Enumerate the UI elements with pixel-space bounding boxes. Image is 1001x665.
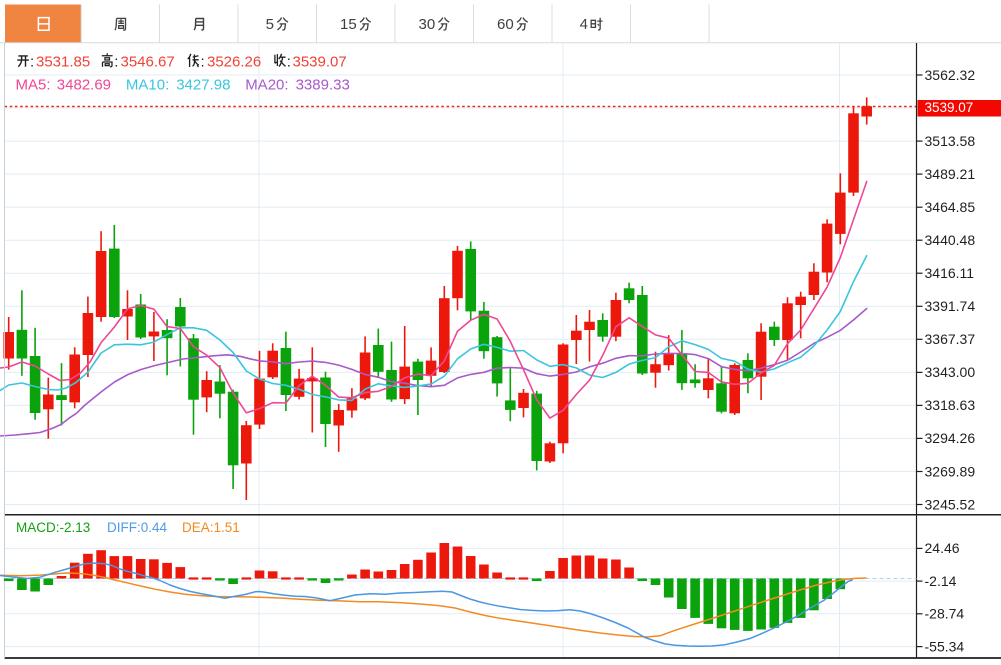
- svg-text::: :: [30, 54, 34, 71]
- svg-text:24.46: 24.46: [925, 540, 960, 556]
- svg-text:3526.26: 3526.26: [207, 54, 261, 71]
- svg-text:3269.89: 3269.89: [925, 463, 976, 479]
- svg-text:DEA:1.51: DEA:1.51: [182, 520, 240, 535]
- svg-text::: :: [287, 54, 291, 71]
- svg-text:MA5: 3482.69: MA5: 3482.69: [16, 77, 112, 94]
- svg-text:3489.21: 3489.21: [925, 166, 976, 182]
- svg-text:3539.07: 3539.07: [293, 54, 347, 71]
- svg-text:-2.14: -2.14: [925, 573, 957, 589]
- svg-text:15: 15: [340, 16, 357, 33]
- svg-text:3464.85: 3464.85: [925, 199, 976, 215]
- svg-text::: :: [114, 54, 118, 71]
- svg-text:3546.67: 3546.67: [121, 54, 175, 71]
- svg-text:3513.58: 3513.58: [925, 133, 976, 149]
- svg-text:5: 5: [266, 16, 274, 33]
- svg-text:-55.34: -55.34: [925, 638, 965, 654]
- svg-text:30: 30: [419, 16, 436, 33]
- svg-text:-28.74: -28.74: [925, 606, 965, 622]
- svg-text:3343.00: 3343.00: [925, 364, 976, 380]
- svg-text:3531.85: 3531.85: [36, 54, 90, 71]
- svg-text:3245.52: 3245.52: [925, 496, 976, 512]
- svg-text:3318.63: 3318.63: [925, 397, 976, 413]
- svg-text:MA10: 3427.98: MA10: 3427.98: [126, 77, 231, 94]
- svg-text::: :: [201, 54, 205, 71]
- svg-text:3562.32: 3562.32: [925, 67, 976, 83]
- svg-text:60: 60: [497, 16, 514, 33]
- svg-text:MA20: 3389.33: MA20: 3389.33: [245, 77, 350, 94]
- svg-text:3416.11: 3416.11: [925, 265, 975, 281]
- svg-text:DIFF:0.44: DIFF:0.44: [107, 520, 168, 535]
- svg-text:3294.26: 3294.26: [925, 430, 976, 446]
- svg-text:3440.48: 3440.48: [925, 232, 976, 248]
- svg-text:3391.74: 3391.74: [925, 298, 976, 314]
- svg-text:4: 4: [580, 16, 588, 33]
- svg-text:3367.37: 3367.37: [925, 331, 976, 347]
- svg-text:MACD:-2.13: MACD:-2.13: [16, 520, 90, 535]
- svg-text:3539.07: 3539.07: [925, 100, 974, 115]
